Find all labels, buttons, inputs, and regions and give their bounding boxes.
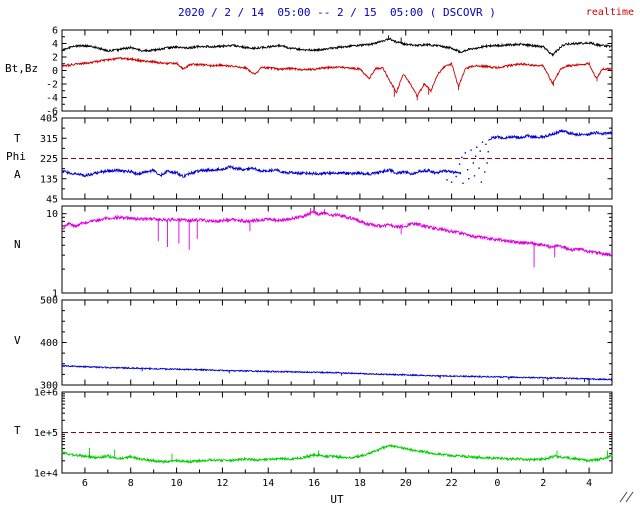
series-phi-scatter-dot — [458, 163, 461, 165]
series-phi-scatter-dot — [485, 143, 487, 146]
series-phi-scatter-dot — [466, 169, 469, 171]
x-tick-label: 12 — [216, 478, 228, 489]
series-phi-scatter-dot — [450, 181, 453, 183]
plot-title: 2020 / 2 / 14 05:00 -- 2 / 15 05:00 ( DS… — [178, 6, 496, 19]
x-tick-label: 4 — [586, 478, 592, 489]
series-phi-scatter-dot — [472, 162, 475, 164]
y-axis-label-temp: T — [14, 424, 21, 437]
y-tick-label: 400 — [40, 338, 58, 349]
x-tick-label: 14 — [262, 478, 274, 489]
series-phi-scatter-dot — [479, 150, 481, 152]
series-phi-scatter-dot — [478, 167, 480, 169]
corner-hatch-icon — [619, 491, 634, 503]
y-tick-label: 1 — [52, 289, 58, 300]
y-tick-label: 1e+4 — [34, 469, 58, 480]
series-bt — [61, 37, 613, 57]
y-tick-label: 1e+5 — [34, 428, 58, 439]
series-phi-scatter-dot — [480, 181, 483, 183]
x-tick-label: 8 — [128, 478, 134, 489]
series-phi-scatter-dot — [446, 179, 448, 181]
y-axis-label-bt-bz: Bt,Bz — [5, 62, 39, 75]
y-axis-label-density: N — [14, 238, 21, 251]
y-tick-label: 10 — [46, 209, 58, 220]
x-tick-label: 16 — [308, 478, 320, 489]
series-n — [62, 210, 613, 257]
y-axis-label-phi: Phi — [6, 150, 26, 163]
series-t — [61, 443, 613, 465]
series-phi-scatter-dot — [474, 155, 477, 157]
y-tick-label: 405 — [40, 114, 58, 125]
y-axis-label-speed: V — [14, 334, 21, 347]
series-phi-scatter-dot — [455, 175, 457, 178]
series-phi-scatter-dot — [482, 157, 485, 160]
y-tick-label: 300 — [40, 381, 58, 392]
x-tick-label: 0 — [494, 478, 500, 489]
series-phi-scatter-dot — [468, 178, 470, 180]
series-phi-scatter-dot — [473, 175, 476, 177]
series-phi-scatter-dot — [476, 146, 478, 148]
y-axis-label-a: A — [14, 168, 21, 181]
panel-border-phi — [61, 117, 613, 200]
y-tick-label: 4 — [52, 39, 58, 50]
x-tick-label: 18 — [354, 478, 366, 489]
x-tick-label: 10 — [171, 478, 183, 489]
y-tick-label: -2 — [46, 80, 58, 91]
x-axis-label: UT — [330, 493, 344, 506]
series-phi-scatter-dot — [461, 156, 463, 159]
y-tick-label: 135 — [40, 174, 58, 185]
series-phi-scatter-dot — [486, 162, 488, 164]
y-tick-label: -6 — [46, 107, 58, 118]
y-tick-label: 1e+6 — [34, 388, 58, 399]
panel-border-temp — [61, 391, 613, 474]
series-phi-scatter-dot — [470, 149, 472, 151]
x-tick-label: 6 — [82, 478, 88, 489]
series-phi — [61, 164, 462, 178]
series-bz — [61, 56, 613, 98]
y-tick-label: 45 — [46, 195, 58, 206]
x-tick-label: 20 — [400, 478, 412, 489]
panel-border-density — [61, 205, 613, 294]
x-tick-label: 22 — [446, 478, 458, 489]
series-phi-scatter-dot — [464, 152, 467, 154]
y-tick-label: 2 — [52, 53, 58, 64]
series-phi-scatter-dot — [481, 141, 484, 143]
series-v — [61, 364, 613, 381]
panel-border-mag — [61, 29, 613, 112]
panel-border-speed — [61, 299, 613, 386]
y-tick-label: 315 — [40, 134, 58, 145]
series-phi — [488, 129, 613, 141]
y-tick-label: 500 — [40, 296, 58, 307]
realtime-badge: realtime — [585, 7, 634, 18]
y-axis-label-t: T — [14, 132, 21, 145]
y-tick-label: 6 — [52, 26, 58, 37]
series-phi-scatter-dot — [484, 171, 486, 173]
y-tick-label: 225 — [40, 154, 58, 165]
y-tick-label: -4 — [46, 93, 58, 104]
y-tick-label: 0 — [52, 66, 58, 77]
series-phi-scatter-dot — [487, 151, 489, 153]
series-phi-scatter-dot — [462, 182, 464, 184]
x-tick-label: 2 — [540, 478, 546, 489]
